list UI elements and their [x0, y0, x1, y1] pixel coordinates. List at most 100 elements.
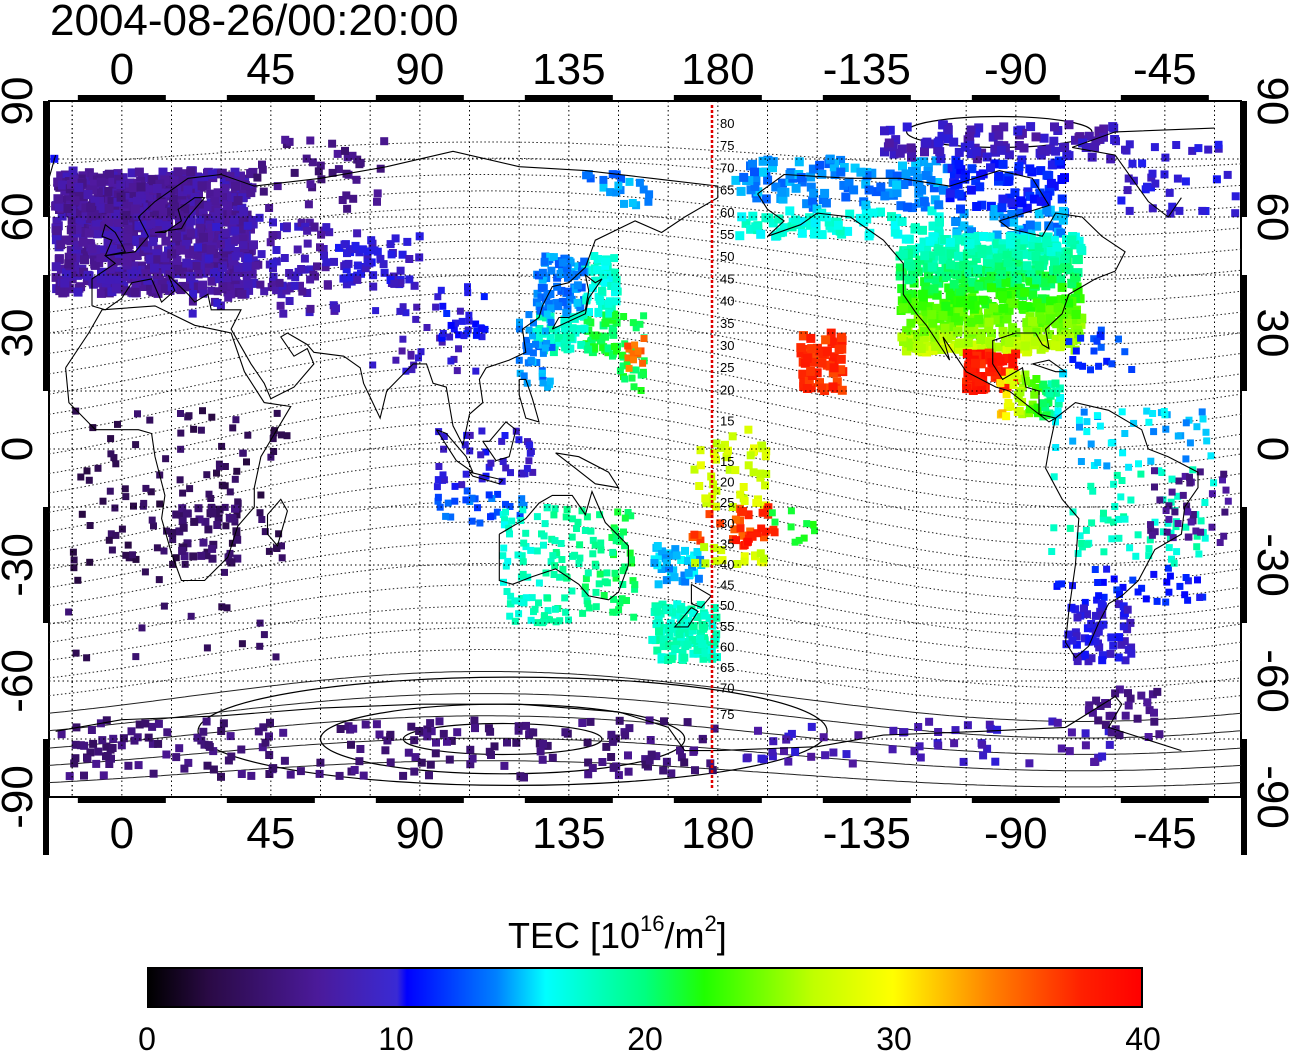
tec-point [1117, 493, 1125, 501]
tec-point [1028, 290, 1038, 300]
tec-point [966, 246, 976, 256]
tec-point [977, 148, 987, 158]
tec-point [1094, 579, 1102, 586]
tec-point [501, 432, 509, 439]
tec-point [1026, 302, 1036, 312]
tec-point [899, 180, 909, 189]
tec-point [154, 719, 163, 728]
tec-point [740, 552, 749, 561]
tec-point [986, 163, 995, 173]
tec-point [829, 748, 838, 757]
tec-point [972, 147, 982, 157]
tec-point [322, 223, 331, 232]
tec-point [629, 577, 637, 585]
tec-point [239, 449, 247, 457]
tec-point [648, 635, 657, 644]
tec-point [898, 249, 908, 259]
tec-point [128, 183, 138, 193]
tec-point [577, 340, 586, 349]
tec-point [725, 465, 734, 474]
tec-point [768, 218, 778, 228]
tec-point [315, 769, 324, 778]
tec-point [1021, 377, 1030, 385]
tec-point [712, 486, 721, 495]
tec-point [532, 340, 539, 348]
tec-point [985, 308, 995, 318]
tec-point [405, 255, 414, 263]
tec-point [229, 215, 239, 225]
tec-point [662, 757, 671, 766]
tec-point [965, 239, 975, 249]
tec-point [80, 771, 88, 780]
tec-point [1109, 641, 1118, 650]
tec-point [520, 539, 528, 547]
tec-point [844, 177, 854, 187]
tec-point [231, 475, 239, 483]
tec-point [1096, 331, 1104, 339]
tec-point [265, 547, 273, 555]
tec-point [370, 246, 379, 255]
tec-point [587, 527, 595, 535]
tec-point [1115, 335, 1122, 343]
tec-point [1091, 637, 1100, 646]
tec-point [1060, 260, 1070, 270]
tec-point [1176, 582, 1184, 590]
tec-point [1106, 649, 1115, 658]
tec-point [60, 278, 70, 288]
tec-point [84, 228, 94, 238]
tec-point [68, 166, 78, 176]
tec-point [1071, 310, 1081, 319]
tec-point [536, 312, 544, 321]
tec-point [541, 612, 548, 620]
tec-point [906, 318, 916, 328]
tec-point [1076, 532, 1084, 540]
tec-point [696, 536, 705, 545]
tec-point [267, 282, 276, 291]
tec-point [690, 568, 699, 577]
tec-point [897, 296, 907, 306]
tec-point [541, 327, 549, 335]
tec-point [321, 263, 330, 272]
tec-point [796, 348, 806, 358]
tec-point [66, 245, 76, 255]
tec-point [1052, 265, 1062, 275]
tec-point [557, 286, 566, 295]
tec-point [537, 293, 546, 302]
tec-point [427, 727, 436, 736]
tec-point [1002, 290, 1012, 300]
tec-point [1094, 126, 1104, 136]
tec-point [1076, 423, 1083, 431]
tec-point [440, 476, 448, 484]
tec-point [597, 286, 606, 295]
tec-point [487, 513, 494, 521]
tec-point [153, 544, 161, 552]
tec-point [815, 378, 824, 388]
tec-point [1097, 326, 1105, 334]
tec-point [1097, 599, 1106, 608]
tec-point [850, 163, 860, 173]
tec-point [606, 188, 615, 197]
y-tick-label-right: -90 [1248, 765, 1292, 829]
tec-point [644, 197, 653, 206]
tec-point [80, 221, 90, 230]
tec-point [498, 477, 506, 485]
tec-point [466, 745, 475, 754]
tec-point [132, 251, 142, 261]
tec-point [546, 304, 555, 313]
tec-point [1124, 689, 1132, 698]
tec-point [1097, 343, 1105, 351]
tec-point [584, 600, 592, 608]
tec-point [657, 653, 666, 662]
tec-point [902, 202, 912, 212]
tec-point [1026, 268, 1036, 278]
tec-point [591, 541, 599, 549]
tec-point [892, 171, 902, 181]
tec-point [74, 208, 84, 218]
tec-point [221, 463, 229, 470]
tec-point [1081, 143, 1091, 152]
tec-point [1009, 381, 1018, 389]
tec-point [1095, 362, 1103, 370]
tec-point [1074, 550, 1082, 557]
tec-point [913, 314, 923, 324]
tec-point [387, 250, 396, 259]
